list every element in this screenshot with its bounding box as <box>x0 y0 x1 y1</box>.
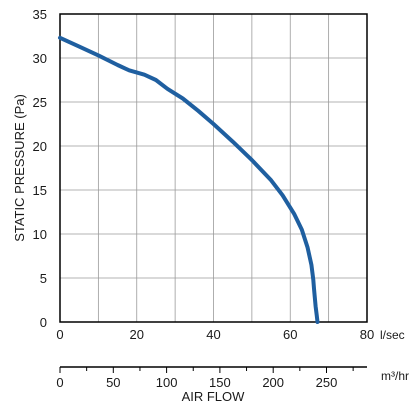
y-tick-label: 30 <box>33 51 47 66</box>
secondary-x-tick-label: 0 <box>56 375 63 390</box>
grid <box>60 14 367 322</box>
secondary-x-axis: 0 50 100 150 200 250 <box>56 366 367 390</box>
x-axis: 0 20 40 60 80 <box>56 327 374 342</box>
x-tick-label: 40 <box>206 327 220 342</box>
x-tick-label: 60 <box>283 327 297 342</box>
y-tick-label: 20 <box>33 139 47 154</box>
y-tick-label: 0 <box>40 315 47 330</box>
y-tick-label: 35 <box>33 7 47 22</box>
secondary-x-tick-label: 50 <box>106 375 120 390</box>
y-tick-label: 10 <box>33 227 47 242</box>
x-tick-label: 0 <box>56 327 63 342</box>
secondary-x-tick-label: 100 <box>156 375 178 390</box>
y-axis-title: STATIC PRESSURE (Pa) <box>12 94 27 242</box>
plot-frame <box>59 13 368 323</box>
secondary-x-tick-label: 200 <box>262 375 284 390</box>
secondary-x-tick-label: 250 <box>316 375 338 390</box>
y-tick-label: 15 <box>33 183 47 198</box>
secondary-x-axis-unit: m³/hr <box>381 369 409 383</box>
pressure-flow-curve <box>58 35 320 324</box>
x-axis-title: AIR FLOW <box>182 389 246 404</box>
secondary-x-tick-label: 150 <box>209 375 231 390</box>
x-tick-label: 20 <box>130 327 144 342</box>
x-tick-label: 80 <box>360 327 374 342</box>
x-axis-unit: l/sec <box>380 328 405 342</box>
y-tick-label: 25 <box>33 95 47 110</box>
y-axis: 0 5 10 15 20 25 30 35 <box>33 7 47 330</box>
y-tick-label: 5 <box>40 271 47 286</box>
